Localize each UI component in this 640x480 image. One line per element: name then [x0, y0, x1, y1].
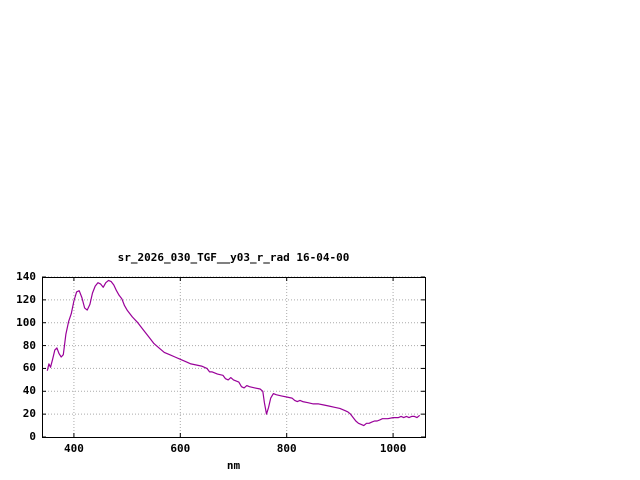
- x-tick-label: 400: [63, 442, 84, 455]
- y-tick-label: 100: [16, 315, 36, 329]
- x-axis-label: nm: [226, 459, 241, 472]
- y-tick-label: 40: [22, 384, 36, 398]
- y-tick-label: 0: [29, 430, 36, 443]
- y-tick-label: 80: [22, 338, 36, 352]
- x-tick-label: 1000: [379, 442, 407, 455]
- y-tick-label: 120: [16, 292, 36, 306]
- x-tick-label: 800: [276, 442, 297, 455]
- y-tick-label: 20: [22, 407, 36, 421]
- y-tick-label: 60: [22, 361, 36, 375]
- y-tick-label: 140: [16, 270, 36, 283]
- data-line: [46, 279, 421, 427]
- x-tick-label: 600: [170, 442, 191, 455]
- chart-title: sr_2026_030_TGF__y03_r_rad 16-04-00: [117, 251, 350, 264]
- plot-border: [42, 277, 426, 438]
